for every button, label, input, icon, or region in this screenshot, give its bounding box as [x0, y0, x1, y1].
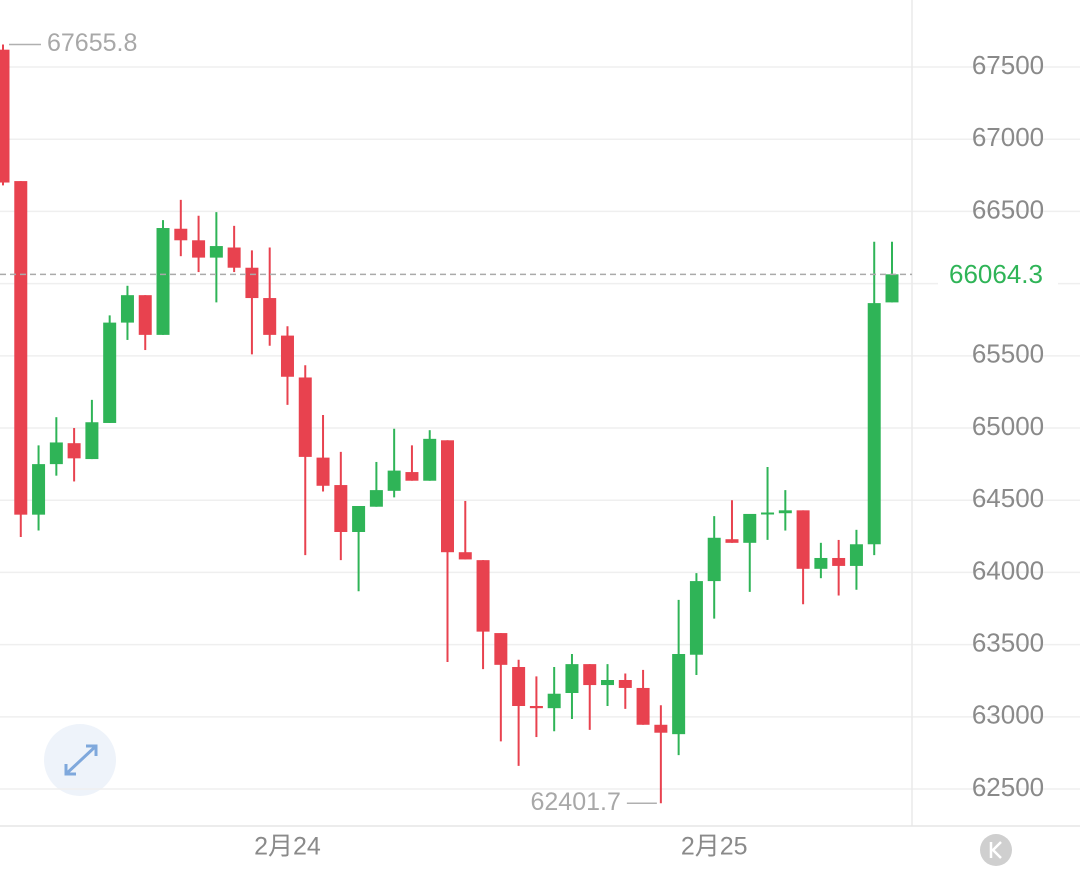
candle-body	[849, 544, 863, 566]
y-tick-label: 65500	[972, 339, 1044, 369]
candle-body	[14, 181, 28, 515]
candle-body	[352, 505, 366, 532]
y-tick-label: 65000	[972, 411, 1044, 441]
candle-body	[298, 377, 312, 457]
last-price-bg	[938, 257, 1058, 292]
candle-body	[369, 490, 383, 507]
candle-body	[192, 240, 206, 258]
candle-body	[832, 557, 846, 566]
y-tick-label: 63000	[972, 700, 1044, 730]
k-icon[interactable]	[989, 841, 1002, 859]
candle-body	[547, 693, 561, 709]
candle-body	[743, 513, 757, 543]
y-tick-label: 67000	[972, 122, 1044, 152]
candle-body	[778, 510, 792, 514]
candle-body	[761, 512, 775, 515]
candle-body	[707, 537, 721, 582]
candle-body	[227, 247, 241, 268]
k-circle[interactable]	[980, 834, 1012, 866]
candle-body	[316, 457, 330, 486]
y-tick-label: 62500	[972, 772, 1044, 802]
expand-button[interactable]	[44, 724, 116, 796]
candle-body	[529, 705, 543, 709]
y-tick-label: 67500	[972, 50, 1044, 80]
candle-body	[387, 470, 401, 491]
candle-body	[583, 664, 597, 686]
annotation-label: 62401.7	[530, 788, 620, 816]
last-price-label: 66064.3	[949, 259, 1043, 289]
candle-body	[494, 633, 508, 665]
y-tick-label: 64500	[972, 483, 1044, 513]
candle-body	[672, 654, 686, 735]
candle-body	[867, 303, 881, 545]
candle-body	[49, 442, 63, 465]
candle-body	[138, 295, 152, 335]
candle-body	[689, 581, 703, 655]
candle-body	[174, 228, 188, 241]
candle-body	[263, 298, 277, 335]
candle-body	[103, 322, 117, 423]
candle-body	[334, 485, 348, 532]
y-tick-label: 64000	[972, 555, 1044, 585]
candle-body	[441, 440, 454, 553]
candle-body	[0, 49, 10, 183]
candle-body	[512, 667, 526, 706]
candle-body	[885, 274, 899, 303]
candle-body	[85, 422, 99, 460]
candle-body	[280, 335, 294, 377]
candle-body	[814, 557, 828, 569]
candle-body	[601, 680, 615, 686]
candle-body	[725, 539, 739, 543]
candle-body	[32, 464, 46, 515]
candle-body	[796, 510, 810, 569]
k-button[interactable]	[980, 834, 1012, 866]
expand-icon[interactable]	[64, 744, 98, 776]
x-tick-label: 2月24	[254, 833, 321, 861]
y-tick-label: 66500	[972, 194, 1044, 224]
candle-body	[476, 560, 490, 632]
candle-body	[209, 246, 223, 258]
candle-body	[423, 438, 437, 481]
y-tick-label: 63500	[972, 628, 1044, 658]
candle-body	[156, 228, 170, 335]
candle-body	[636, 687, 650, 725]
candle-body	[458, 552, 472, 560]
candle-body	[67, 443, 81, 459]
candle-body	[120, 295, 134, 323]
candle-body	[654, 724, 668, 733]
candle-body	[618, 680, 632, 688]
candle-body	[565, 664, 579, 694]
annotation-label: 67655.8	[47, 29, 137, 57]
candle-body	[405, 472, 419, 481]
x-tick-label: 2月25	[681, 833, 748, 861]
candle-body	[245, 267, 259, 299]
